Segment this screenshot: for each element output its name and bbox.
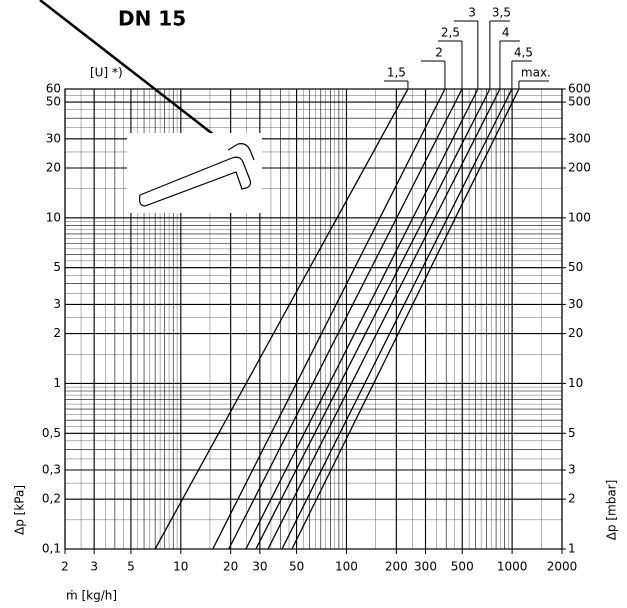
y-tick-label: 30: [46, 131, 61, 145]
x-tick-label: 1000: [497, 560, 528, 574]
x-tick-label: 10: [173, 560, 188, 574]
y2-tick-label: 50: [568, 260, 583, 274]
series-line: [228, 88, 463, 550]
allen-key-tip: [227, 143, 255, 161]
x-tick-label: 5: [127, 560, 135, 574]
x-tick-label: 2000: [547, 560, 578, 574]
y-tick-label: 2: [53, 326, 61, 340]
y2-tick-label: 20: [568, 326, 583, 340]
x-tick-label: 20: [223, 560, 238, 574]
y2-tick-label: 5: [568, 426, 576, 440]
y2-tick-label: 200: [568, 161, 591, 175]
valve-key-illustration: [127, 133, 262, 213]
grid: 2 3 5 10 20 30 50 100 200 300 500 1000 2000 0,1 0,2 0,3…: [42, 82, 591, 574]
y-tick-label: 3: [53, 297, 61, 311]
allen-key: [138, 156, 252, 207]
legend-label: 4,5: [514, 46, 533, 60]
legend-label: 2,5: [441, 26, 460, 40]
legend-label: 2: [435, 46, 443, 60]
y-tick-label: 0,1: [42, 542, 61, 556]
plot: 1,5 2 2,5 3 3,5 4 4,5 max.: [154, 6, 551, 550]
y2-tick-label: 2: [568, 492, 576, 506]
x-tick-label: 3: [90, 560, 98, 574]
unit-label: [U] *): [90, 66, 123, 80]
x-tick-label: 500: [451, 560, 474, 574]
x-axis-label: ṁ [kg/h]: [66, 589, 117, 603]
y-tick-label: 0,5: [42, 426, 61, 440]
series-line: [267, 88, 501, 550]
y-tick-label: 20: [46, 161, 61, 175]
x-tick-label: 2: [61, 560, 69, 574]
y2-tick-label: 100: [568, 210, 591, 224]
legend-label: 1,5: [387, 66, 406, 80]
chart-title: DN 15: [118, 7, 186, 31]
x-tick-label: 300: [414, 560, 437, 574]
series-line: [255, 88, 491, 550]
pointer-line: [39, 0, 237, 153]
series-line: [154, 88, 409, 550]
x-tick-label: 30: [252, 560, 267, 574]
legend-label: 3,5: [492, 6, 511, 20]
x-tick-label: 100: [335, 560, 358, 574]
y-tick-label: 10: [46, 210, 61, 224]
y2-tick-label: 3: [568, 462, 576, 476]
y2-tick-label: 1: [568, 542, 576, 556]
legend-label: 3: [468, 6, 476, 20]
y-tick-label: 1: [53, 376, 61, 390]
series-line: [245, 88, 479, 550]
legend-label: 4: [502, 26, 510, 40]
x-tick-label: 200: [385, 560, 408, 574]
y2-axis-label: Δp [mbar]: [605, 480, 619, 541]
y2-tick-label: 600: [568, 82, 591, 96]
y-tick-label: 50: [46, 95, 61, 109]
y2-tick-label: 10: [568, 376, 583, 390]
y2-tick-label: 300: [568, 131, 591, 145]
series-line: [212, 88, 446, 550]
legend-label: max.: [521, 66, 551, 80]
series-line: [281, 88, 513, 550]
y-axis-label: Δp [kPa]: [13, 485, 27, 535]
y-tick-label: 60: [46, 82, 61, 96]
y-tick-label: 0,2: [42, 492, 61, 506]
series-line: [291, 88, 520, 550]
x-tick-label: 50: [289, 560, 304, 574]
y2-tick-label: 30: [568, 297, 583, 311]
y-tick-label: 0,3: [42, 462, 61, 476]
y2-tick-label: 500: [568, 95, 591, 109]
y-tick-label: 5: [53, 260, 61, 274]
